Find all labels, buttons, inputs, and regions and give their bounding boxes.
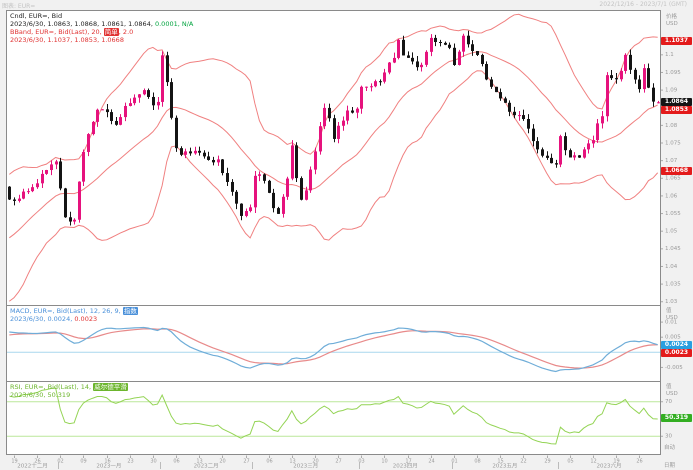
- axis-auto-label[interactable]: 自动: [664, 445, 676, 451]
- chart-title-label: 图表: EUR=: [2, 3, 36, 10]
- legend-macd-series[interactable]: MACD, EUR=, Bid(Last), 12, 26, 9, 指数: [10, 307, 138, 315]
- rsi-axis-label: 值 USD: [666, 384, 678, 397]
- band-upper-badge: 1.1037: [661, 37, 692, 46]
- last-price-badge: 1.0864: [661, 98, 692, 107]
- bband-ma-type-chip[interactable]: 简单: [103, 28, 119, 36]
- legend-rsi-series[interactable]: RSI, EUR=, Bid(Last), 14, 威尔德平滑: [10, 383, 128, 391]
- macd-axis-label: 值 USD: [666, 308, 678, 321]
- macd-value-badge: 0.0024: [661, 340, 692, 349]
- date-range-label: 2022/12/16 - 2023/7/1 (GMT): [599, 1, 687, 8]
- price-pane-legend: Cndl, EUR=, Bid 2023/6/30, 1.0863, 1.086…: [10, 12, 193, 44]
- rsi-smoothing-chip[interactable]: 威尔德平滑: [93, 383, 128, 391]
- date-axis-label: 日期: [664, 463, 676, 469]
- rsi-value-badge: 50.319: [661, 414, 692, 423]
- legend-bband-series[interactable]: BBand, EUR=, Bid(Last), 20, 简单, 2.0: [10, 28, 134, 36]
- legend-rsi-values[interactable]: 2023/6/30, 50.319: [10, 391, 71, 399]
- band-middle-badge: 1.0853: [661, 106, 692, 115]
- legend-bband-values[interactable]: 2023/6/30, 1.1037, 1.0853, 1.0668: [10, 36, 124, 44]
- price-axis-label: 价格 USD: [666, 14, 678, 27]
- macd-signal-badge: 0.0023: [661, 348, 692, 357]
- macd-pane-legend: MACD, EUR=, Bid(Last), 12, 26, 9, 指数 202…: [10, 307, 138, 323]
- band-lower-badge: 1.0668: [661, 167, 692, 176]
- legend-candle-values[interactable]: 2023/6/30, 1.0863, 1.0868, 1.0861, 1.086…: [10, 20, 194, 28]
- legend-macd-values[interactable]: 2023/6/30, 0.0024, 0.0023: [10, 315, 98, 323]
- rsi-pane-legend: RSI, EUR=, Bid(Last), 14, 威尔德平滑 2023/6/3…: [10, 383, 128, 399]
- legend-candle-series[interactable]: Cndl, EUR=, Bid: [10, 12, 63, 20]
- macd-ma-type-chip[interactable]: 指数: [122, 307, 138, 315]
